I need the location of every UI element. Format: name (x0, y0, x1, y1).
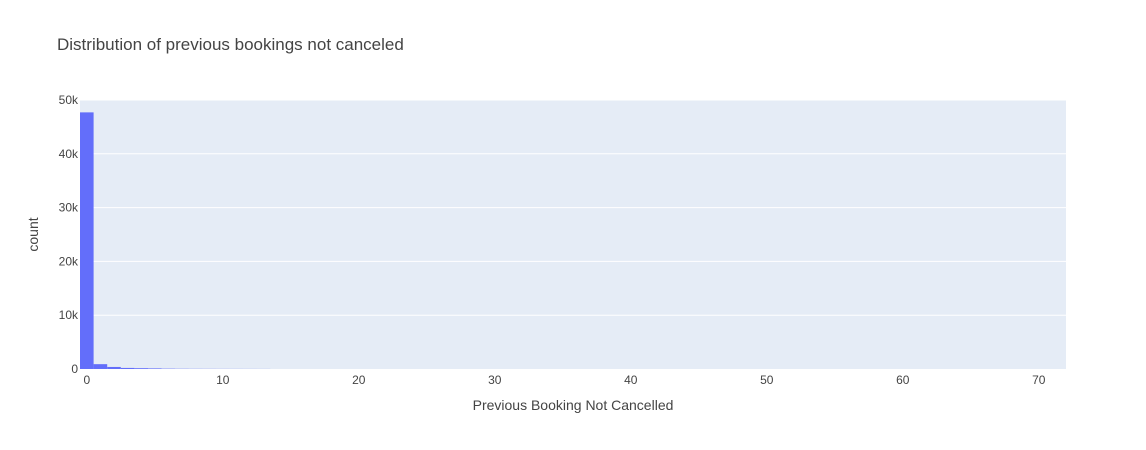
histogram-bar (148, 368, 162, 369)
y-tick-label: 20k (59, 254, 79, 268)
x-tick-label: 60 (896, 373, 910, 387)
y-tick-label: 0 (71, 362, 78, 376)
y-axis-title: count (25, 217, 41, 251)
y-tick-label: 40k (59, 147, 79, 161)
y-tick-label: 30k (59, 201, 79, 215)
x-axis-ticks: 0 10 20 30 40 50 60 70 (83, 373, 1045, 387)
x-tick-label: 0 (83, 373, 90, 387)
x-tick-label: 50 (760, 373, 774, 387)
bars (80, 112, 271, 370)
x-tick-label: 20 (352, 373, 366, 387)
plot-area (80, 100, 1066, 369)
histogram-bar (93, 364, 108, 369)
y-tick-label: 50k (59, 93, 79, 107)
y-axis-ticks: 0 10k 20k 30k 40k 50k (59, 93, 79, 376)
x-tick-label: 40 (624, 373, 638, 387)
histogram-bar (120, 367, 135, 369)
x-axis-title: Previous Booking Not Cancelled (473, 397, 674, 413)
x-tick-label: 30 (488, 373, 502, 387)
y-tick-label: 10k (59, 308, 79, 322)
x-tick-label: 10 (216, 373, 230, 387)
gridlines (80, 99, 1066, 316)
histogram-bar (107, 366, 121, 369)
x-tick-label: 70 (1032, 373, 1046, 387)
histogram-bar (134, 368, 148, 369)
histogram-bar (80, 112, 94, 370)
chart-title: Distribution of previous bookings not ca… (57, 35, 404, 54)
